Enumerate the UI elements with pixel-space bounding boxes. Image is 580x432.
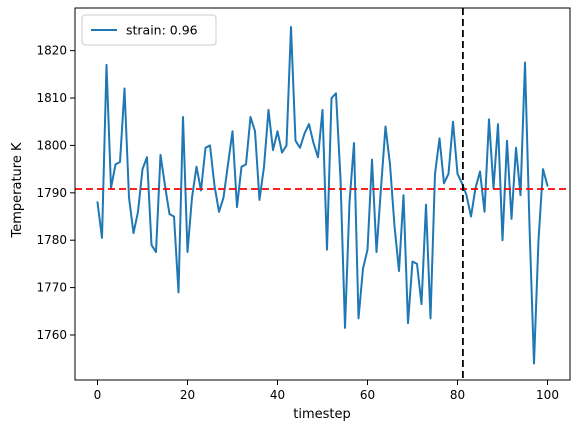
y-tick-label: 1770: [36, 281, 67, 295]
x-axis-label: timestep: [293, 407, 351, 422]
legend-label: strain: 0.96: [126, 23, 198, 38]
plot-area: [75, 8, 570, 380]
y-axis-label: Temperature K: [10, 142, 25, 238]
y-tick-label: 1790: [36, 186, 67, 200]
legend-box: [81, 14, 217, 46]
legend: strain: 0.96: [81, 14, 217, 46]
series-line-0: [96, 25, 549, 365]
y-tick-label: 1800: [36, 138, 67, 152]
x-tick-label: 80: [450, 388, 465, 402]
x-tick-label: 100: [536, 388, 559, 402]
x-tick-label: 20: [180, 388, 195, 402]
axes: 0 20 40 60 80 100 1760 1770 1780 1790 1800 1810 1820: [36, 7, 571, 402]
x-tick-label: 0: [94, 388, 102, 402]
y-tick-label: 1780: [36, 233, 67, 247]
x-tick-label: 60: [360, 388, 375, 402]
axes-frame: [74, 7, 571, 381]
y-tick-label: 1820: [36, 44, 67, 58]
y-tick-label: 1810: [36, 91, 67, 105]
y-tick-label: 1760: [36, 328, 67, 342]
x-tick-label: 40: [270, 388, 285, 402]
